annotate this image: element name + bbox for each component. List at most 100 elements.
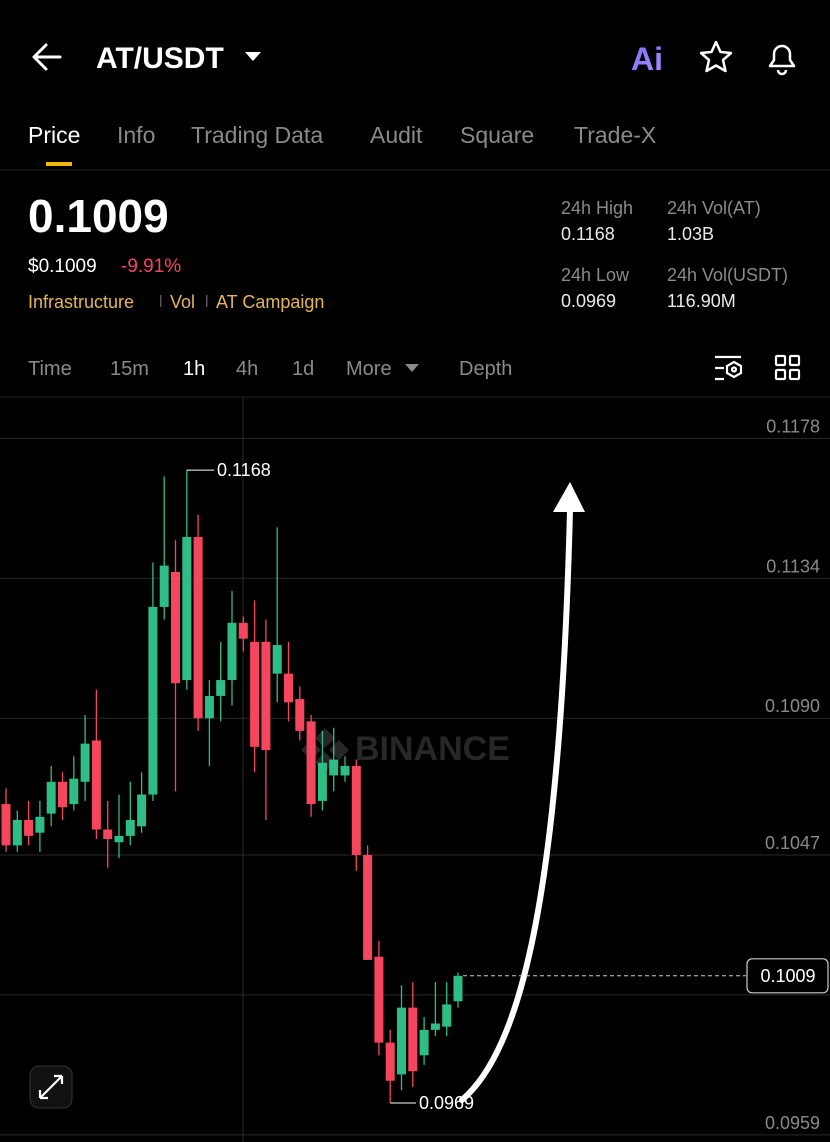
- candle-body: [250, 641, 260, 747]
- annotation-arrow: [459, 507, 573, 1103]
- intervals: Time 15m 1h 4h 1d More Depth: [28, 358, 512, 380]
- pair-title[interactable]: AT/USDT: [96, 42, 224, 75]
- tab[interactable]: Trade-X: [574, 122, 656, 148]
- candle-body: [114, 835, 124, 843]
- candle-body: [69, 778, 79, 805]
- candle-body: [58, 781, 67, 808]
- tag[interactable]: Infrastructure: [28, 292, 134, 312]
- tab[interactable]: Trading Data: [191, 122, 323, 148]
- candle-body: [103, 829, 113, 840]
- tag-separator: [206, 295, 208, 307]
- candle-body: [363, 854, 373, 960]
- last-price-label: 0.1009: [760, 966, 815, 986]
- interval-option[interactable]: 15m: [110, 358, 149, 380]
- expand-button[interactable]: [29, 1065, 73, 1109]
- stat-label: 24h High: [561, 198, 633, 218]
- tab[interactable]: Square: [460, 122, 534, 148]
- y-tick-label: 0.0959: [765, 1113, 820, 1133]
- candle-body: [295, 699, 305, 731]
- candle-body: [430, 1023, 440, 1030]
- stat-label: 24h Vol(AT): [667, 198, 761, 218]
- alert-button[interactable]: [768, 44, 796, 76]
- candle-body: [12, 819, 22, 846]
- candle-body: [329, 759, 339, 776]
- indicator-button[interactable]: [715, 355, 743, 381]
- candle-body: [1, 804, 11, 846]
- stat-label: 24h Low: [561, 265, 630, 285]
- stat-value: 116.90M: [667, 291, 736, 311]
- stat-value: 0.1168: [561, 224, 615, 244]
- candle-body: [419, 1029, 429, 1056]
- max-label: 0.1168: [217, 460, 271, 480]
- y-tick-label: 0.1090: [765, 696, 820, 716]
- candle-body: [216, 680, 226, 696]
- candle-body: [397, 1007, 406, 1075]
- stat-value: 1.03B: [667, 224, 714, 244]
- candle-body: [227, 622, 237, 681]
- back-button[interactable]: [32, 43, 62, 71]
- candle-body: [35, 816, 45, 833]
- candle-body: [137, 794, 147, 827]
- usd-price: $0.1009: [28, 256, 97, 277]
- price-change: -9.91%: [121, 256, 181, 277]
- candle-body: [306, 721, 316, 805]
- candle-body: [317, 762, 327, 801]
- candle-body: [272, 645, 282, 674]
- candle-body: [80, 743, 90, 782]
- candle-body: [442, 1004, 452, 1027]
- candle-body: [24, 819, 34, 836]
- candle-body: [182, 536, 192, 681]
- last-price: 0.1009: [28, 190, 169, 242]
- candle-body: [238, 622, 248, 639]
- candle-body: [204, 695, 214, 719]
- y-tick-label: 0.1047: [765, 833, 820, 853]
- min-label: 0.0969: [419, 1093, 474, 1113]
- candle-body: [261, 641, 271, 751]
- candle-body: [125, 819, 135, 836]
- tab[interactable]: Audit: [370, 122, 423, 148]
- interval-option[interactable]: 1h: [183, 358, 205, 380]
- candle-body: [374, 956, 384, 1043]
- candle-body: [193, 536, 203, 719]
- ai-button[interactable]: Ai: [631, 41, 663, 77]
- interval-option[interactable]: Depth: [459, 358, 512, 380]
- annotation-arrowhead: [553, 482, 585, 512]
- interval-option[interactable]: More: [346, 358, 392, 380]
- tabs: Price Info Trading Data Audit Square Trade-X: [28, 122, 656, 148]
- interval-option[interactable]: Time: [28, 358, 72, 380]
- layout-button[interactable]: [774, 354, 801, 381]
- interval-option[interactable]: 1d: [292, 358, 314, 380]
- interval-option[interactable]: 4h: [236, 358, 258, 380]
- tag[interactable]: AT Campaign: [216, 292, 324, 312]
- candle-body: [453, 975, 463, 1002]
- last-price-box: [746, 958, 829, 994]
- candle-body: [340, 765, 350, 776]
- y-tick-label: 0.1178: [766, 416, 820, 436]
- candle-body: [284, 673, 293, 703]
- candle-body: [46, 781, 56, 814]
- stat-label: 24h Vol(USDT): [667, 265, 788, 285]
- tag-separator: [160, 295, 162, 307]
- candle-body: [408, 1007, 418, 1072]
- favorite-button[interactable]: [699, 40, 733, 73]
- tag[interactable]: Vol: [170, 292, 195, 312]
- candles: [1, 470, 463, 1104]
- tab[interactable]: Price: [28, 122, 80, 148]
- candle-body: [148, 606, 158, 795]
- overlay: 0.1168 0.0969 0.1009: [186, 460, 829, 1113]
- candle-body: [159, 565, 169, 607]
- watermark: BINANCE: [301, 728, 510, 772]
- tab-indicator: [46, 162, 72, 166]
- pair-dropdown[interactable]: [245, 52, 261, 61]
- candle-body: [91, 740, 101, 830]
- candle-body: [171, 571, 180, 684]
- more-dropdown[interactable]: [405, 364, 419, 372]
- candle-body: [385, 1042, 395, 1081]
- tab[interactable]: Info: [117, 122, 155, 148]
- y-tick-label: 0.1134: [766, 556, 820, 576]
- candle-body: [351, 765, 361, 855]
- watermark-text: BINANCE: [355, 730, 510, 768]
